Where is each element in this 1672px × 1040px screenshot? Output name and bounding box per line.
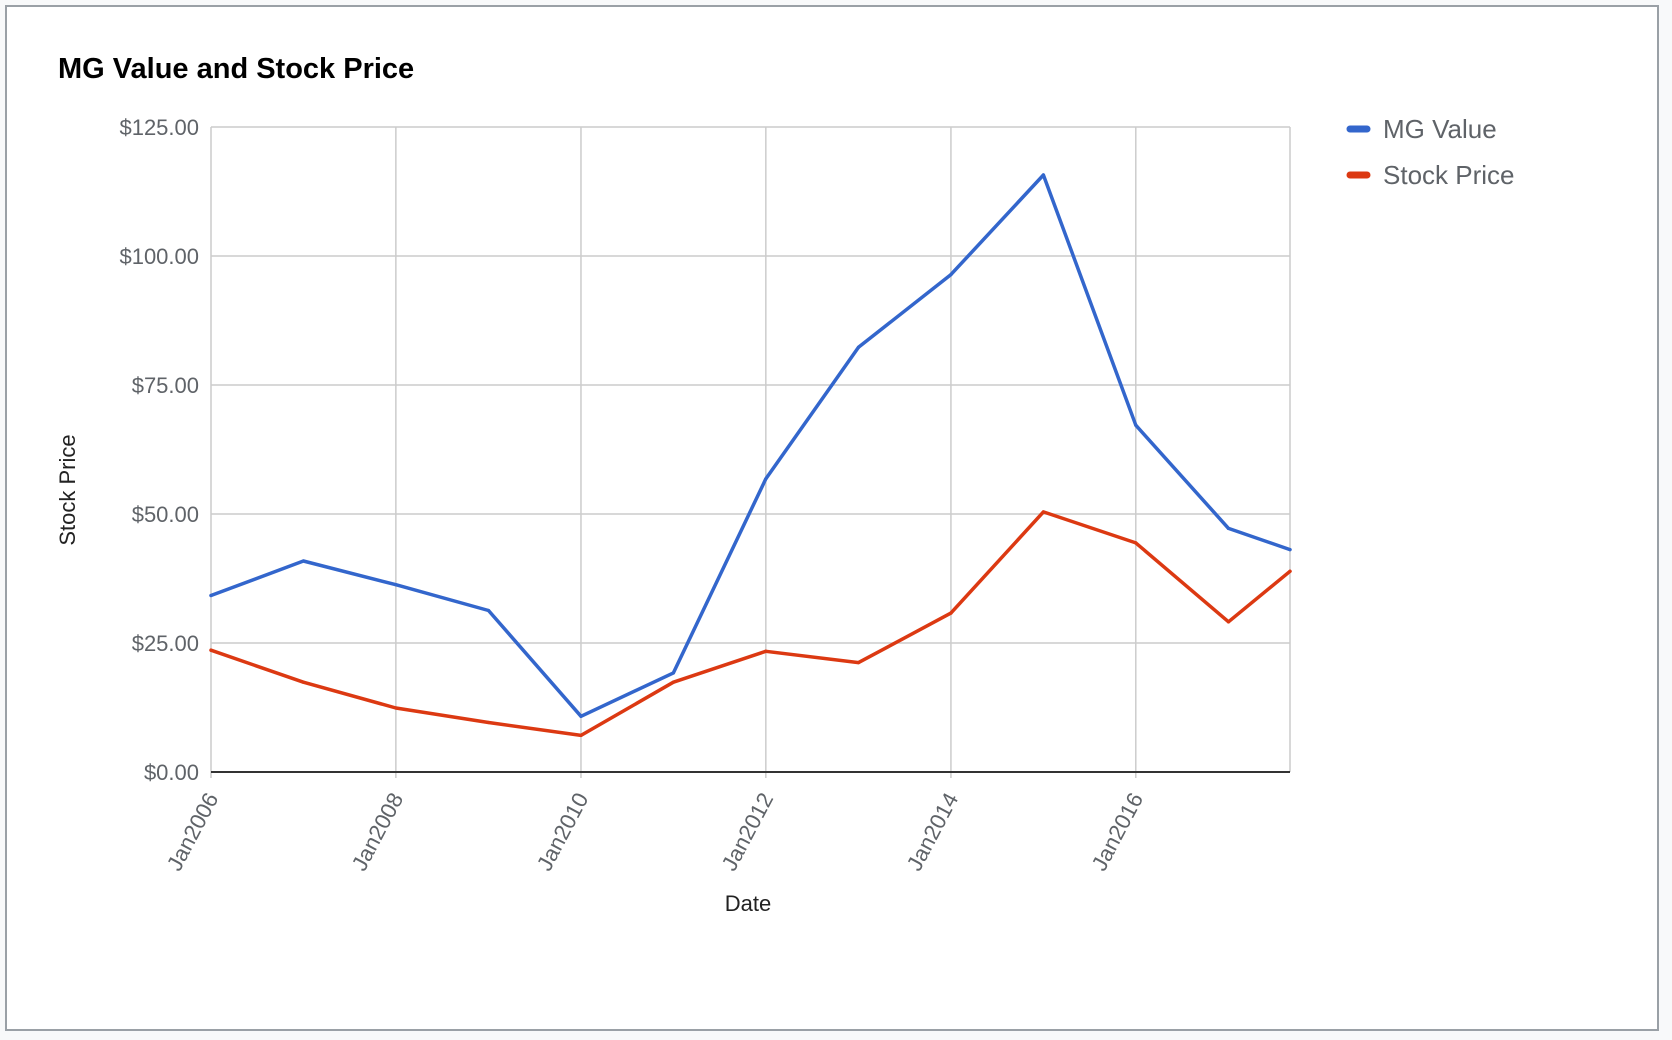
data-point-mg-value xyxy=(486,608,491,613)
data-point-mg-value xyxy=(1134,423,1138,427)
data-point-mg-value xyxy=(671,671,675,675)
legend: MG Value Stock Price xyxy=(1346,114,1515,190)
data-point-stock-price xyxy=(856,661,861,665)
data-point-mg-value xyxy=(949,272,953,277)
x-tick-label: Jan2010 xyxy=(532,789,594,875)
x-axis-title: Date xyxy=(725,891,771,916)
y-tick-label: $0.00 xyxy=(144,760,199,785)
data-point-mg-value xyxy=(856,345,861,349)
y-tick-label: $75.00 xyxy=(132,373,199,398)
data-point-stock-price xyxy=(1288,569,1292,573)
series-line-stock-price xyxy=(209,510,1292,738)
data-point-stock-price xyxy=(949,611,953,615)
data-point-stock-price xyxy=(1134,541,1138,545)
data-point-mg-value xyxy=(764,477,768,481)
chart-title: MG Value and Stock Price xyxy=(58,53,414,85)
x-tick-label: Jan2016 xyxy=(1086,789,1148,875)
data-point-stock-price xyxy=(209,648,213,652)
data-point-stock-price xyxy=(671,680,675,684)
data-point-stock-price xyxy=(579,733,583,737)
line-chart: MG Value and Stock Price $0.00 $25.00 $50.… xyxy=(55,53,1515,916)
x-tick-label: Jan2006 xyxy=(162,789,224,875)
y-axis-title: Stock Price xyxy=(55,434,80,545)
data-point-stock-price xyxy=(486,720,491,725)
y-tick-label: $100.00 xyxy=(119,244,199,269)
data-point-mg-value xyxy=(301,559,306,563)
data-point-mg-value xyxy=(579,714,583,718)
legend-label-mg-value: MG Value xyxy=(1383,114,1497,144)
data-point-stock-price xyxy=(764,649,768,653)
data-point-mg-value xyxy=(1041,173,1045,177)
chart-card[interactable]: MG Value and Stock Price $0.00 $25.00 $50.… xyxy=(5,5,1659,1031)
y-tick-label: $125.00 xyxy=(119,115,199,140)
data-point-stock-price xyxy=(301,680,306,684)
x-axis-ticks: Jan2006 Jan2008 Jan2010 Jan2012 Jan2014 Jan20… xyxy=(162,789,1148,875)
x-tick-label: Jan2014 xyxy=(902,789,964,875)
gridlines xyxy=(210,126,1291,778)
x-tick-label: Jan2012 xyxy=(717,789,779,875)
data-point-mg-value xyxy=(1288,548,1292,552)
data-point-stock-price xyxy=(394,706,398,710)
data-point-mg-value xyxy=(209,593,213,598)
series-lines xyxy=(209,173,1292,738)
data-point-mg-value xyxy=(394,583,398,587)
data-point-stock-price xyxy=(1041,510,1045,514)
legend-label-stock-price: Stock Price xyxy=(1383,160,1515,190)
y-tick-label: $50.00 xyxy=(132,502,199,527)
data-point-stock-price xyxy=(1226,620,1231,624)
y-axis-ticks: $0.00 $25.00 $50.00 $75.00 $100.00 $125.00 xyxy=(119,115,199,785)
x-tick-label: Jan2008 xyxy=(347,789,409,875)
data-point-mg-value xyxy=(1226,526,1231,531)
y-tick-label: $25.00 xyxy=(132,631,199,656)
